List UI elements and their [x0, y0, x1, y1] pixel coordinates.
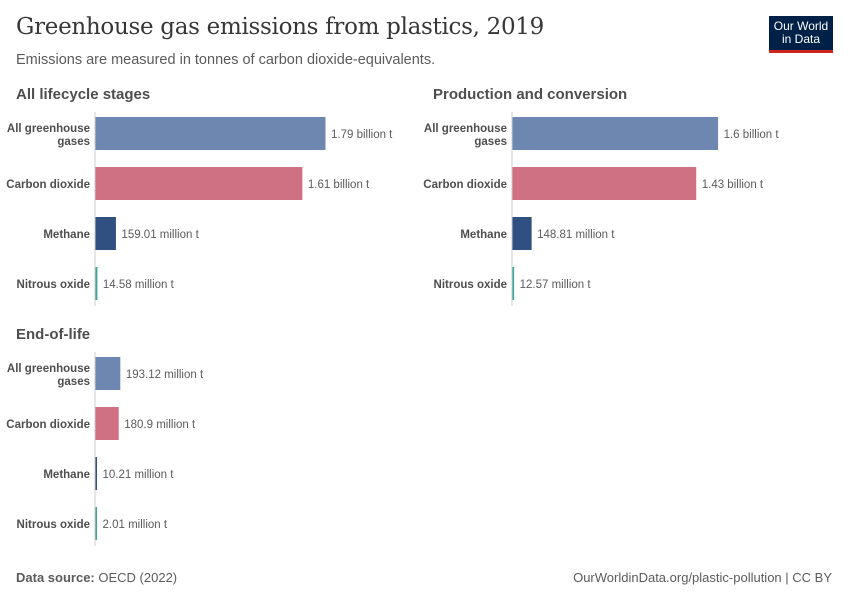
category-label: Nitrous oxide: [17, 279, 90, 291]
category-label: Nitrous oxide: [434, 279, 507, 291]
data-label: 1.43 billion t: [702, 179, 764, 191]
data-label: 12.57 million t: [520, 279, 592, 291]
logo-line-1: Our World: [773, 19, 829, 33]
chart-svg: All lifecycle stages 1.79 billion t All gr…: [6, 86, 780, 546]
data-label: 1.61 billion t: [308, 179, 370, 191]
data-source-value[interactable]: OECD (2022): [98, 570, 178, 585]
chart-title: Greenhouse gas emissions from plastics, …: [16, 14, 544, 40]
bar[interactable]: [512, 167, 697, 200]
data-label: 193.12 million t: [126, 369, 204, 381]
bar[interactable]: [95, 217, 116, 250]
data-label: 14.58 million t: [103, 279, 175, 291]
panel-title: Production and conversion: [433, 86, 627, 103]
panel-title: All lifecycle stages: [16, 86, 150, 103]
bar[interactable]: [512, 217, 532, 250]
bar[interactable]: [95, 357, 121, 390]
category-label: Methane: [43, 469, 90, 481]
category-label-cont: gases: [474, 136, 507, 148]
logo-line-2: in Data: [781, 32, 821, 46]
data-label: 148.81 million t: [537, 229, 615, 241]
category-label: All greenhouse: [7, 363, 90, 375]
bar[interactable]: [95, 457, 98, 490]
data-label: 1.79 billion t: [331, 129, 393, 141]
data-label: 180.9 million t: [124, 419, 196, 431]
category-label: All greenhouse: [424, 123, 507, 135]
bar[interactable]: [512, 117, 719, 150]
data-label: 2.01 million t: [103, 519, 168, 531]
bar[interactable]: [95, 407, 119, 440]
category-label-cont: gases: [57, 376, 90, 388]
owid-logo[interactable]: Our World in Data: [769, 16, 833, 53]
bar[interactable]: [512, 267, 515, 300]
category-label-cont: gases: [57, 136, 90, 148]
bar[interactable]: [95, 167, 303, 200]
data-source: Data source: OECD (2022): [16, 570, 177, 585]
data-label: 1.6 billion t: [724, 129, 780, 141]
data-label: 10.21 million t: [103, 469, 175, 481]
chart-subtitle: Emissions are measured in tonnes of carb…: [16, 52, 436, 68]
bar[interactable]: [95, 507, 98, 540]
category-label: Methane: [43, 229, 90, 241]
panel-title: End-of-life: [16, 326, 90, 343]
bar[interactable]: [95, 117, 326, 150]
category-label: Carbon dioxide: [6, 179, 90, 191]
category-label: Methane: [460, 229, 507, 241]
data-source-label: Data source:: [16, 570, 95, 585]
category-label: All greenhouse: [7, 123, 90, 135]
category-label: Nitrous oxide: [17, 519, 90, 531]
bar[interactable]: [95, 267, 98, 300]
category-label: Carbon dioxide: [6, 419, 90, 431]
source-url[interactable]: OurWorldinData.org/plastic-pollution | C…: [573, 570, 832, 585]
data-label: 159.01 million t: [121, 229, 199, 241]
category-label: Carbon dioxide: [423, 179, 507, 191]
